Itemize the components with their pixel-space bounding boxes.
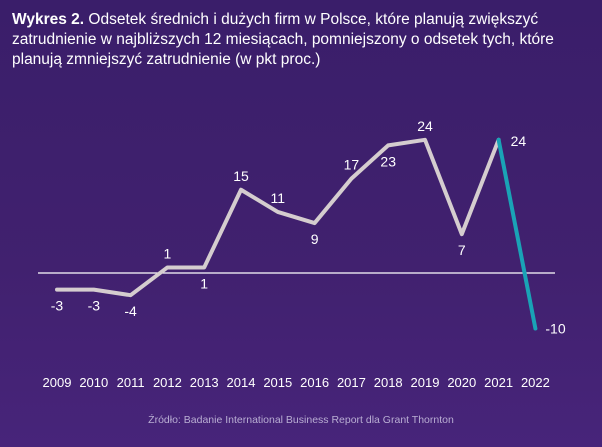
data-label: 24 (417, 118, 433, 134)
x-tick-label: 2012 (153, 375, 182, 390)
x-tick-label: 2015 (263, 375, 292, 390)
x-tick-label: 2016 (300, 375, 329, 390)
x-tick-label: 2010 (79, 375, 108, 390)
data-label: 17 (344, 157, 360, 173)
x-tick-label: 2021 (484, 375, 513, 390)
data-label: -3 (51, 298, 64, 314)
x-tick-label: 2020 (447, 375, 476, 390)
chart-title-label: Wykres 2. (12, 11, 85, 28)
data-label: 15 (233, 168, 249, 184)
data-label: 1 (200, 275, 208, 291)
chart-title: Wykres 2. Odsetek średnich i dużych firm… (12, 10, 592, 70)
data-label: 11 (271, 190, 286, 206)
source-note: Źródło: Badanie International Business R… (148, 414, 454, 426)
x-tick-label: 2019 (411, 375, 440, 390)
data-label: 9 (311, 231, 319, 247)
data-label: 1 (164, 245, 172, 261)
x-tick-label: 2013 (190, 375, 219, 390)
x-tick-label: 2009 (43, 375, 72, 390)
x-tick-label: 2022 (521, 375, 550, 390)
x-tick-label: 2014 (227, 375, 256, 390)
data-label: -4 (124, 303, 137, 319)
data-label: -10 (545, 321, 565, 337)
data-label: 23 (380, 153, 396, 169)
data-label: -3 (88, 298, 101, 314)
chart-title-text: Odsetek średnich i dużych firm w Polsce,… (12, 11, 554, 68)
x-tick-label: 2018 (374, 375, 403, 390)
data-label: 7 (458, 242, 466, 258)
x-tick-label: 2017 (337, 375, 366, 390)
series-line (55, 137, 501, 298)
x-tick-label: 2011 (117, 375, 145, 390)
series-line-highlight (496, 137, 538, 331)
data-label: 24 (511, 133, 527, 149)
